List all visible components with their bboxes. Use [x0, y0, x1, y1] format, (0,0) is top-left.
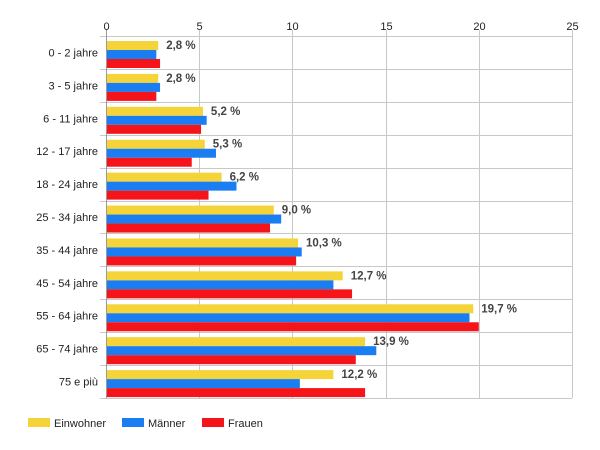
bar-einwohner-9 — [107, 337, 366, 347]
bar-frauen-7 — [107, 289, 353, 299]
bar-frauen-3 — [107, 157, 192, 167]
bar-frauen-5 — [107, 223, 271, 233]
category-label: 65 - 74 jahre — [36, 344, 98, 356]
bar-mnner-4 — [107, 181, 237, 191]
category-label: 6 - 11 jahre — [43, 113, 98, 125]
data-label: 2,8 % — [166, 73, 195, 85]
bar-einwohner-4 — [107, 172, 222, 182]
data-label: 6,2 % — [230, 172, 259, 184]
bar-frauen-0 — [107, 59, 161, 68]
category-label: 0 - 2 jahre — [48, 47, 98, 59]
data-label: 5,3 % — [213, 139, 242, 151]
legend-swatch — [122, 418, 144, 427]
bar-mnner-6 — [107, 247, 302, 257]
category-label: 45 - 54 jahre — [36, 278, 98, 290]
category-label: 35 - 44 jahre — [36, 245, 98, 257]
category-label: 12 - 17 jahre — [36, 146, 98, 158]
bar-einwohner-2 — [107, 106, 203, 116]
x-tick-label: 0 — [103, 21, 109, 33]
data-label: 12,7 % — [351, 270, 387, 282]
bar-frauen-6 — [107, 256, 297, 266]
bar-einwohner-6 — [107, 238, 298, 248]
bar-mnner-1 — [107, 82, 161, 92]
bar-einwohner-0 — [107, 41, 159, 50]
x-axis-ticks: 0 5 10 15 20 25 — [103, 21, 578, 33]
legend-label: Männer — [148, 418, 186, 430]
data-label: 13,9 % — [373, 336, 409, 348]
legend-label: Einwohner — [54, 418, 106, 430]
bar-einwohner-8 — [107, 304, 474, 314]
bar-mnner-3 — [107, 148, 216, 158]
x-tick-label: 15 — [380, 21, 392, 33]
bar-frauen-10 — [107, 388, 366, 398]
bar-einwohner-5 — [107, 205, 274, 215]
bar-frauen-1 — [107, 91, 157, 101]
bar-mnner-5 — [107, 214, 282, 224]
data-label: 19,7 % — [481, 303, 517, 315]
bar-frauen-4 — [107, 190, 209, 200]
grid — [100, 30, 573, 399]
legend: Einwohner Männer Frauen — [28, 418, 263, 430]
category-label: 55 - 64 jahre — [36, 311, 98, 323]
category-label: 3 - 5 jahre — [48, 80, 98, 92]
bar-einwohner-3 — [107, 139, 205, 149]
legend-swatch — [28, 418, 50, 427]
legend-swatch — [202, 418, 224, 427]
bar-mnner-9 — [107, 346, 377, 356]
data-label: 9,0 % — [282, 205, 311, 217]
bar-mnner-2 — [107, 115, 207, 125]
bar-einwohner-1 — [107, 73, 159, 83]
bar-einwohner-7 — [107, 271, 343, 281]
bar-mnner-10 — [107, 379, 300, 389]
category-labels: 0 - 2 jahre 3 - 5 jahre 6 - 11 jahre 12 - 1… — [36, 47, 98, 388]
bar-frauen-2 — [107, 124, 202, 134]
category-label: 18 - 24 jahre — [36, 179, 98, 191]
category-label: 25 - 34 jahre — [36, 212, 98, 224]
bar-frauen-8 — [107, 322, 479, 332]
bar-einwohner-10 — [107, 370, 334, 380]
x-tick-label: 20 — [473, 21, 485, 33]
legend-label: Frauen — [228, 418, 263, 430]
bar-frauen-9 — [107, 355, 356, 365]
data-label: 12,2 % — [341, 369, 377, 381]
bars — [107, 41, 479, 398]
bar-mnner-7 — [107, 280, 334, 290]
data-label: 2,8 % — [166, 40, 195, 52]
data-labels: 2,8 % 2,8 % 5,2 % 5,3 % 6,2 % 9,0 % 10,3 % 12,7… — [166, 40, 517, 381]
data-label: 5,2 % — [211, 106, 240, 118]
bar-mnner-0 — [107, 50, 157, 59]
x-tick-label: 25 — [566, 21, 578, 33]
bar-mnner-8 — [107, 313, 470, 323]
x-tick-label: 10 — [286, 21, 298, 33]
x-tick-label: 5 — [196, 21, 202, 33]
category-label: 75 e più — [59, 377, 98, 389]
data-label: 10,3 % — [306, 237, 342, 249]
